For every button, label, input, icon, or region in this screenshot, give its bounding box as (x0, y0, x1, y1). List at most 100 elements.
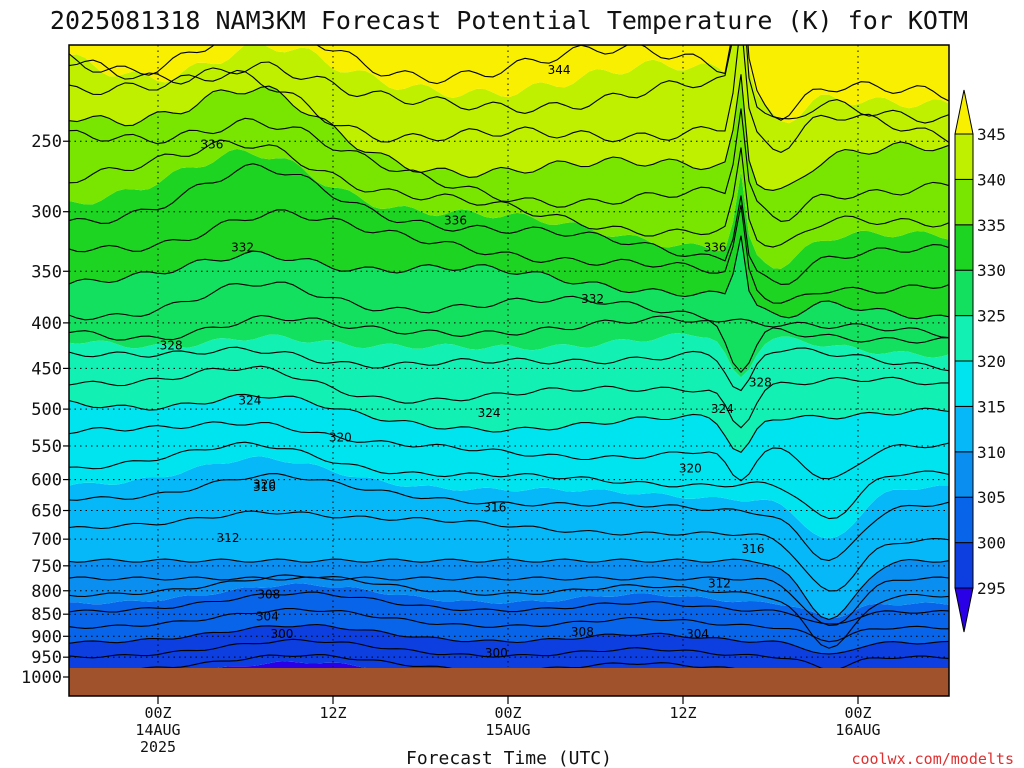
contour-332 (69, 204, 949, 304)
y-tick-label-250: 250 (31, 132, 62, 152)
y-tick-label-750: 750 (31, 557, 62, 577)
contour-334 (69, 163, 949, 285)
x-tick-label: 12Z (669, 704, 696, 722)
contour-label-336: 336 (704, 240, 727, 254)
contour-label-332: 332 (581, 292, 604, 306)
colorbar-swatch-330 (954, 224, 974, 271)
contour-label-308: 308 (571, 625, 594, 639)
contour-label-324: 324 (238, 394, 261, 408)
contour-label-324: 324 (711, 402, 734, 416)
contour-label-316: 316 (483, 501, 506, 515)
contour-314 (69, 473, 949, 562)
theta-color-bands (69, 45, 949, 696)
contour-label-316: 316 (253, 480, 276, 494)
contour-336 (69, 139, 949, 248)
colorbar-label-320: 320 (977, 352, 1006, 371)
colorbar-arrow-bottom (954, 587, 974, 633)
contour-label-320: 320 (253, 478, 276, 492)
color-band-9 (69, 74, 949, 269)
contour-308 (69, 576, 949, 627)
contour-344 (69, 45, 949, 124)
contour-340 (69, 74, 949, 191)
plot-frame (68, 44, 950, 697)
x-axis-label: Forecast Time (UTC) (406, 748, 612, 768)
contour-label-344: 344 (548, 63, 571, 77)
y-tick-label-700: 700 (31, 530, 62, 550)
contour-320 (69, 393, 949, 453)
contour-330 (69, 235, 949, 320)
x-tick-label: 16AUG (835, 721, 880, 739)
y-tick-label-400: 400 (31, 314, 62, 334)
colorbar-swatch-340 (954, 133, 974, 180)
contour-label-336: 336 (201, 137, 224, 151)
color-band-4 (69, 456, 949, 620)
chart-title: 2025081318 NAM3KM Forecast Potential Tem… (50, 6, 968, 35)
y-tick-label-900: 900 (31, 627, 62, 647)
colorbar-label-310: 310 (977, 443, 1006, 462)
contour-label-320: 320 (329, 430, 352, 444)
contour-label-336: 336 (444, 214, 467, 228)
contour-label-308: 308 (257, 588, 280, 602)
y-tick-label-850: 850 (31, 605, 62, 625)
contour-label-300: 300 (271, 627, 294, 641)
contour-300 (69, 623, 949, 655)
colorbar-label-300: 300 (977, 534, 1006, 553)
colorbar-swatch-305 (954, 451, 974, 498)
y-tick-label-550: 550 (31, 437, 62, 457)
y-tick-label-450: 450 (31, 359, 62, 379)
contour-label-332: 332 (231, 240, 254, 254)
contour-328 (69, 281, 949, 339)
colorbar-label-315: 315 (977, 397, 1006, 416)
x-tick-label: 00Z (494, 704, 521, 722)
y-tick-label-350: 350 (31, 262, 62, 282)
contour-326 (69, 314, 949, 374)
y-tick-label-800: 800 (31, 582, 62, 602)
contour-310 (69, 558, 949, 621)
color-band-5 (69, 394, 949, 539)
colorbar-swatch-335 (954, 178, 974, 226)
contour-label-304: 304 (256, 609, 279, 623)
credit-link[interactable]: coolwx.com/modelts (851, 750, 1014, 768)
y-tick-label-500: 500 (31, 400, 62, 420)
colorbar-swatch-310 (954, 405, 974, 453)
contour-label-320: 320 (679, 461, 702, 475)
contour-label-324: 324 (478, 406, 501, 420)
contour-346 (69, 45, 949, 121)
colorbar-label-340: 340 (977, 170, 1006, 189)
colorbar: 295 300 305 310 315 320 325 330 335 340 345 (954, 89, 1006, 633)
contour-342 (69, 45, 949, 154)
contour-322 (69, 365, 949, 429)
colorbar-swatch-315 (954, 360, 974, 407)
colorbar-label-345: 345 (977, 125, 1006, 144)
color-band-10 (69, 45, 949, 191)
y-tick-label-950: 950 (31, 648, 62, 668)
contour-302 (69, 607, 949, 643)
contour-298 (69, 638, 949, 671)
x-tick-label: 14AUG (135, 721, 180, 739)
color-band-11 (69, 45, 949, 124)
x-tick-label: 12Z (319, 704, 346, 722)
contour-324 (69, 346, 949, 392)
contour-label-312: 312 (708, 576, 731, 590)
contour-312 (69, 510, 949, 592)
contour-label-328: 328 (749, 376, 772, 390)
x-tick-label: 00Z (144, 704, 171, 722)
colorbar-label-295: 295 (977, 579, 1006, 598)
contour-label-312: 312 (217, 531, 240, 545)
contour-318 (69, 421, 949, 482)
contour-306 (69, 574, 949, 649)
x-tick-label: 2025 (140, 738, 176, 756)
y-tick-label-1000: 1000 (21, 668, 62, 688)
colorbar-arrow-top (954, 89, 974, 135)
y-tick-label-300: 300 (31, 203, 62, 223)
contour-label-316: 316 (742, 542, 765, 556)
colorbar-swatch-325 (954, 269, 974, 317)
y-tick-label-600: 600 (31, 471, 62, 491)
contour-316 (69, 441, 949, 520)
x-tick-label: 00Z (844, 704, 871, 722)
color-band-3 (69, 559, 949, 620)
color-band-6 (69, 333, 949, 453)
